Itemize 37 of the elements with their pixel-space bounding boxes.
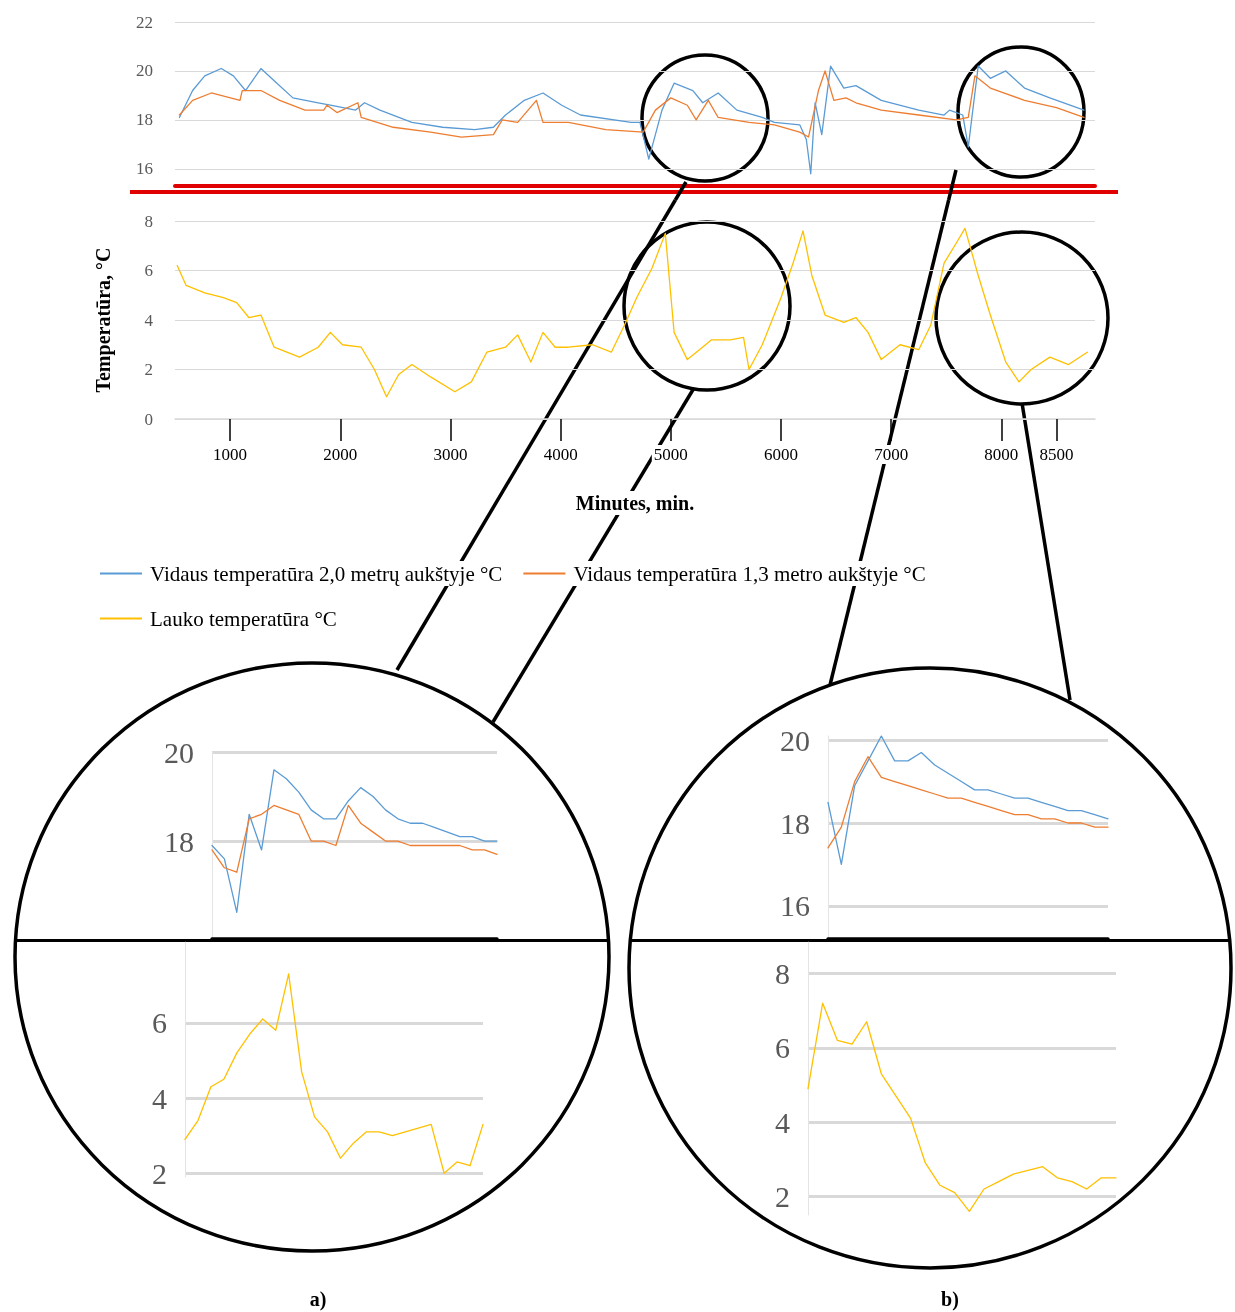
x-tick-label: 8000 bbox=[984, 445, 1019, 464]
y-tick-label: 16 bbox=[136, 159, 153, 179]
y-tick-label: 8 bbox=[775, 956, 790, 990]
y-axis-title: Temperatūra, °C bbox=[92, 247, 115, 393]
y-tick-label: 18 bbox=[136, 110, 153, 130]
y-tick-label: 6 bbox=[152, 1006, 167, 1040]
y-tick-label: 2 bbox=[144, 360, 153, 379]
y-tick-label: 18 bbox=[780, 806, 810, 840]
x-tick-label: 3000 bbox=[433, 445, 468, 464]
x-tick-label: 2000 bbox=[323, 445, 358, 464]
x-axis-title: Minutes, min. bbox=[575, 492, 695, 514]
y-tick-label: 6 bbox=[775, 1031, 790, 1065]
text: a) bbox=[309, 1288, 327, 1311]
legend-label: Vidaus temperatūra 1,3 metro aukštyje °C bbox=[573, 561, 926, 586]
x-tick-label: 4000 bbox=[543, 445, 578, 464]
x-tick-label: 1000 bbox=[213, 445, 248, 464]
y-tick-label: 22 bbox=[136, 12, 153, 32]
x-tick-label: 5000 bbox=[653, 445, 688, 464]
y-tick-label: 0 bbox=[144, 409, 153, 429]
legend-label: Vidaus temperatūra 2,0 metrų aukštyje °C bbox=[150, 561, 503, 586]
x-tick-label: 8500 bbox=[1039, 445, 1074, 464]
y-tick-label: 4 bbox=[144, 310, 154, 330]
y-tick-label: 4 bbox=[152, 1081, 167, 1115]
y-tick-label: 6 bbox=[144, 261, 153, 280]
y-tick-label: 18 bbox=[164, 824, 194, 858]
x-tick-label: 6000 bbox=[763, 445, 798, 464]
y-tick-label: 2 bbox=[775, 1179, 790, 1213]
y-tick-label: 20 bbox=[136, 61, 153, 81]
y-tick-label: 8 bbox=[144, 211, 153, 231]
y-tick-label: 20 bbox=[164, 735, 194, 769]
x-tick-label: 7000 bbox=[874, 445, 909, 464]
y-tick-label: 4 bbox=[775, 1105, 790, 1139]
y-tick-label: 2 bbox=[152, 1156, 167, 1190]
y-tick-label: 16 bbox=[780, 889, 810, 923]
text: b) bbox=[941, 1288, 959, 1311]
y-tick-label: 20 bbox=[780, 723, 810, 757]
legend-label: Lauko temperatūra °C bbox=[150, 606, 337, 631]
